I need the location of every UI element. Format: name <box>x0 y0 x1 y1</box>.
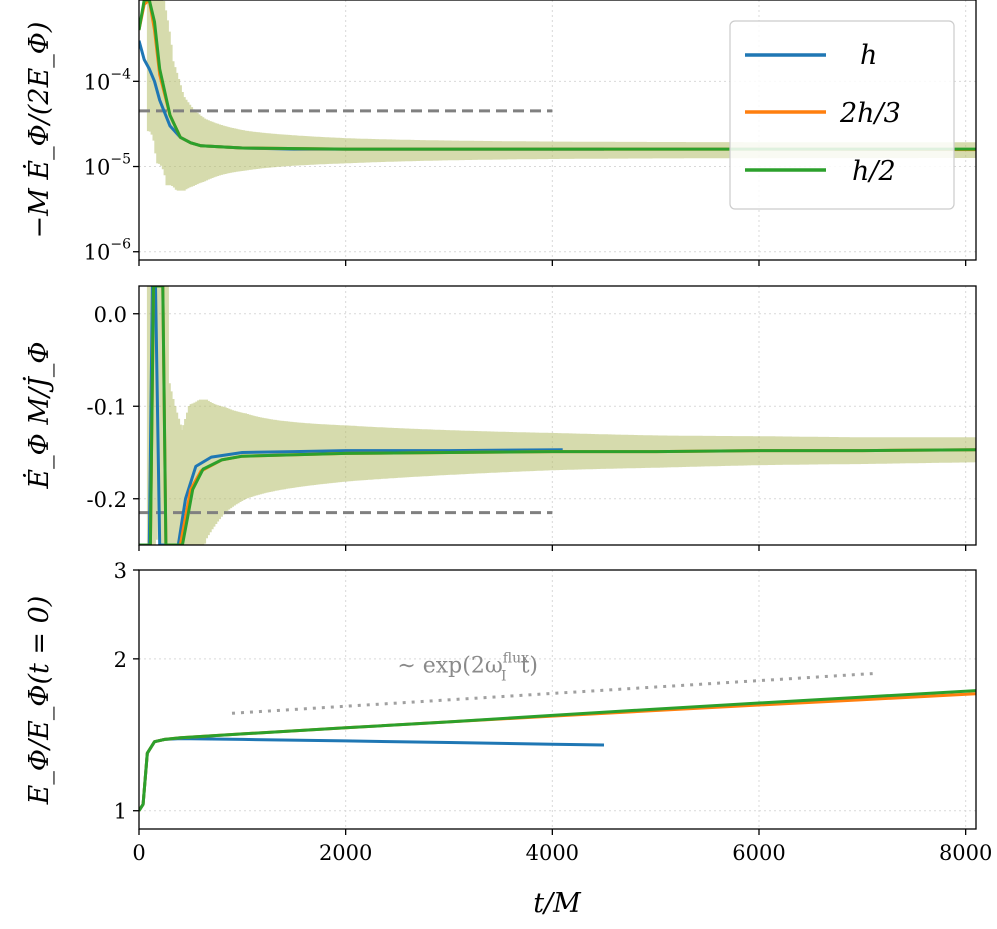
legend-label-2h3: 2h/3 <box>839 98 901 129</box>
y-tick-label: -0.2 <box>87 488 128 512</box>
plot-area <box>139 286 976 545</box>
y-tick-label: 1 <box>114 800 127 824</box>
x-tick-label: 8000 <box>939 841 992 865</box>
legend-label-h: h <box>860 40 877 71</box>
series-line-2h3 <box>139 286 976 545</box>
ylabel-bottom: E_Φ/E_Φ(t = 0) <box>24 596 55 806</box>
ylabel-middle: Ė_Φ M/J̇_Φ <box>22 341 55 489</box>
x-tick-label: 0 <box>132 841 145 865</box>
x-tick-label: 4000 <box>526 841 579 865</box>
panel-bottom: 0 2000 4000 6000 8000 1 2 3 <box>114 559 993 865</box>
reference-line <box>231 672 873 715</box>
axes-frame <box>138 285 977 546</box>
y-tick-label: 10−4 <box>84 66 131 94</box>
ylabel-top: −M Ė_Φ/(2E_Φ) <box>22 22 55 239</box>
series-line-h2 <box>139 286 976 545</box>
x-tick-label: 6000 <box>732 841 785 865</box>
panel-middle: 0.0 -0.1 -0.2 <box>87 285 977 551</box>
y-tick-label: 3 <box>114 559 127 583</box>
axes-frame <box>138 569 977 830</box>
y-tick-label: 10−5 <box>84 152 131 180</box>
series-line-h <box>139 737 605 812</box>
plot-area <box>139 672 976 812</box>
legend-label-h2: h/2 <box>852 156 896 187</box>
y-tick-label: -0.1 <box>87 395 128 419</box>
y-tick-label: 0.0 <box>94 303 127 327</box>
series-line-h2 <box>139 689 976 812</box>
series-line-h2 <box>139 0 976 151</box>
y-tick-label: 2 <box>114 648 127 672</box>
series-line-h <box>139 286 563 545</box>
xlabel: t/M <box>533 888 582 919</box>
x-tick-label: 2000 <box>319 841 372 865</box>
y-tick-label: 10−6 <box>84 237 131 265</box>
series-line-2h3 <box>139 692 976 812</box>
legend: h 2h/3 h/2 <box>729 20 955 210</box>
axes-frame <box>138 0 977 261</box>
